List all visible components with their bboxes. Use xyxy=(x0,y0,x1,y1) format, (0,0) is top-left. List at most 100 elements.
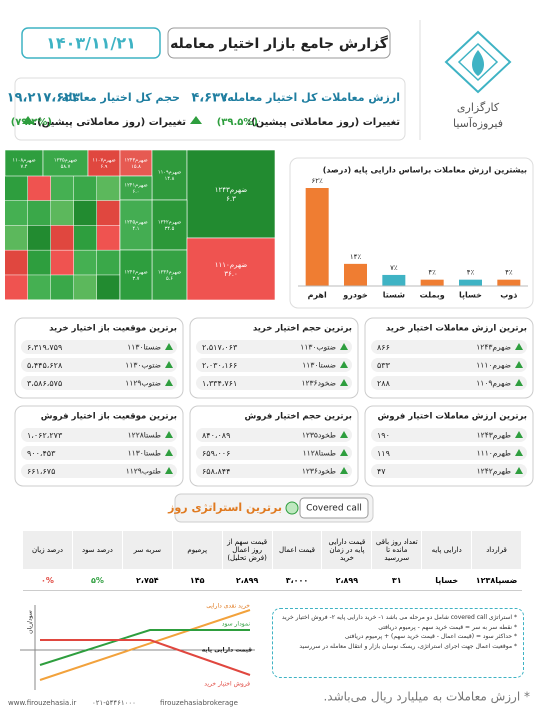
tile-value: ۶.۳ xyxy=(226,195,236,203)
tile-label: ضهرم۱۱۰۷ xyxy=(92,158,115,164)
row-icon xyxy=(515,431,523,438)
column-header: سربه سر xyxy=(121,530,173,570)
treemap-cell xyxy=(97,200,120,226)
row-pill xyxy=(21,376,177,390)
tile-value: ۷.۴ xyxy=(21,164,28,170)
footnote: * ارزش معاملات به میلیارد ریال می‌باشد. xyxy=(323,690,530,705)
row-value: ۱،۳۳۴،۷۶۱ xyxy=(202,379,237,388)
title-box xyxy=(167,27,391,59)
toggle xyxy=(285,501,299,515)
row-pill xyxy=(21,340,177,354)
table-title: برترین حجم اختیار خرید xyxy=(253,324,352,334)
row-pill xyxy=(371,376,527,390)
tile-value: ۵۸.۷ xyxy=(61,164,71,170)
row-name: طستا۱۱۲۸ xyxy=(303,449,336,458)
row-value: ۵۳۳ xyxy=(377,361,391,370)
cell: ۵% xyxy=(72,569,123,591)
treemap-cell xyxy=(28,275,51,300)
treemap-cell xyxy=(51,250,74,275)
strategy-name: Covered call xyxy=(306,504,362,514)
row-icon xyxy=(515,467,523,474)
notes: * استراتژی covered call شامل دو مرحله می… xyxy=(272,608,524,678)
row-icon xyxy=(340,379,348,386)
row-value: ۴۷ xyxy=(377,467,386,476)
cell: ۱۴۵ xyxy=(172,569,223,591)
treemap-cell xyxy=(74,200,97,226)
row-name: طخود۱۲۳۵ xyxy=(302,431,336,440)
table-title: برترین ارزش معاملات اختیار فروش xyxy=(377,412,527,422)
cell: ۳،۰۰۰ xyxy=(272,569,322,591)
column-header: درصد سود xyxy=(71,530,123,570)
cell: خساپا xyxy=(421,569,472,591)
website: www.firouzehasia.ir xyxy=(8,699,76,707)
x-tick-label: شستا xyxy=(383,291,405,300)
row-pill xyxy=(196,340,352,354)
bar xyxy=(420,279,444,286)
treemap-tile xyxy=(4,149,44,177)
summary-value: ۱۹،۲۱۷،۶۲۳ xyxy=(7,91,80,106)
bar xyxy=(459,279,482,286)
strategy-table: قرارداد دارایی پایه تعداد روز باقی مانده ت… xyxy=(22,530,522,591)
table-title: برترین موقعیت باز اختیار خرید xyxy=(49,324,177,334)
tile-value: ۵.۶ xyxy=(166,276,173,282)
treemap-cell xyxy=(51,176,74,201)
treemap-tile xyxy=(186,149,276,239)
tile-label: ضهرم۱۲۴۶ xyxy=(124,270,147,276)
treemap-cell xyxy=(97,250,120,275)
tile-label: ضهرم۱۱۰۸ xyxy=(12,158,35,164)
tile-label: ضهرم۱۱۱۰ xyxy=(215,261,247,269)
up-icon xyxy=(190,116,202,124)
value-label: ۶۲٪ xyxy=(312,177,324,185)
broker-name: فیروزه‌آسیا xyxy=(453,116,503,130)
change-value: (۳۹.۵%) xyxy=(217,117,258,128)
column-header: درصد زیان xyxy=(22,530,73,570)
tile-label: ضهرم۱۲۳۶ xyxy=(158,270,181,276)
row-pill xyxy=(196,428,352,442)
row-pill xyxy=(371,446,527,460)
treemap-cell xyxy=(97,225,120,250)
row-value: ۶،۳۱۹،۷۵۹ xyxy=(27,343,62,352)
row-pill xyxy=(21,428,177,442)
summary-value: ۴،۶۳۷ xyxy=(191,91,228,106)
chart-title: بیشترین ارزش معاملات براساس دارایی پایه … xyxy=(323,166,527,176)
tile-label: ضهرم۱۲۴۲ xyxy=(158,220,181,226)
row-icon xyxy=(340,361,348,368)
treemap-cell xyxy=(28,176,51,201)
cell: ۲،۸۹۹ xyxy=(321,569,372,591)
tile-label: ضهرم۱۱۰۹ xyxy=(158,170,181,176)
row-value: ۲،۰۳۰،۱۶۶ xyxy=(202,361,237,370)
treemap-cell xyxy=(51,200,74,226)
treemap-cell xyxy=(5,176,28,201)
row-value: ۲،۵۱۷،۰۶۳ xyxy=(202,343,238,352)
cell: ۲،۷۵۴ xyxy=(122,569,173,591)
row-pill xyxy=(21,464,177,478)
tile-label: ضهرم۱۲۴۱ xyxy=(124,183,147,189)
row-icon xyxy=(165,431,173,438)
treemap-cell xyxy=(74,176,97,201)
treemap-tile xyxy=(119,249,153,301)
row-icon xyxy=(340,449,348,456)
bar xyxy=(344,263,367,286)
row-icon xyxy=(165,467,173,474)
change-label: تغییرات (روز معاملاتی پیشین): xyxy=(247,117,400,128)
treemap-cell xyxy=(51,225,74,250)
payoff-label: سود/زیان xyxy=(27,610,34,634)
payoff-label: قیمت دارایی پایه xyxy=(202,647,252,654)
row-name: ضستا۱۱۳۰ xyxy=(302,361,336,370)
treemap-cell xyxy=(97,176,120,201)
row-name: ضخود۱۲۳۶ xyxy=(301,379,336,388)
summary-label: ارزش معاملات کل اختیار معامله: xyxy=(223,91,400,104)
treemap-tile xyxy=(119,175,153,201)
treemap-tile xyxy=(119,199,153,251)
tile-value: ۱۴.۸ xyxy=(165,176,175,182)
tile-label: ضهرم۱۲۴۳ xyxy=(124,158,147,164)
row-value: ۶۶۱،۶۷۵ xyxy=(27,467,55,476)
row-pill xyxy=(196,376,352,390)
summary-label: حجم کل اختیار معامله: xyxy=(57,91,180,104)
tile-label: ضهرم۱۲۳۵ xyxy=(54,158,77,164)
bar xyxy=(305,188,329,286)
row-pill xyxy=(371,340,527,354)
treemap-cell xyxy=(74,225,97,250)
cell: ضسپا۱۲۳۸ xyxy=(471,569,522,591)
summary-box xyxy=(14,77,406,141)
